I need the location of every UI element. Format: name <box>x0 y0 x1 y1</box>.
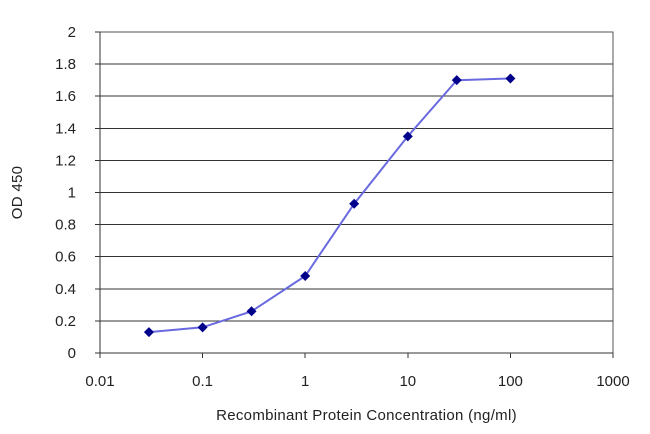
data-point <box>505 73 516 84</box>
x-tick-label: 10 <box>399 373 416 390</box>
data-point <box>197 322 208 333</box>
series-line <box>148 77 511 334</box>
data-series <box>143 73 516 338</box>
y-axis-ticks: 0 0.2 0.4 0.6 0.8 1 1.2 1.4 1.6 1.8 2 <box>55 24 100 362</box>
gridlines <box>100 31 613 322</box>
x-tick-label: 0.01 <box>85 373 114 390</box>
data-point <box>246 306 257 317</box>
y-tick-label: 2 <box>68 24 76 41</box>
data-point <box>451 75 462 86</box>
data-point <box>300 270 311 281</box>
y-tick-label: 0.4 <box>55 281 76 298</box>
data-point <box>402 131 413 142</box>
x-axis-ticks: 0.01 0.1 1 10 100 1000 <box>85 353 630 390</box>
x-tick-label: 1 <box>301 373 309 390</box>
y-tick-label: 1.4 <box>55 120 76 137</box>
y-tick-label: 0.6 <box>55 249 76 266</box>
x-tick-label: 100 <box>498 373 523 390</box>
y-tick-label: 1.6 <box>55 88 76 105</box>
y-axis-title: OD 450 <box>9 166 26 220</box>
y-tick-label: 0 <box>68 345 76 362</box>
data-point <box>349 198 360 209</box>
x-axis-title: Recombinant Protein Concentration (ng/ml… <box>216 407 517 424</box>
y-tick-label: 1.8 <box>55 56 76 73</box>
y-tick-label: 1 <box>68 185 76 202</box>
y-tick-label: 1.2 <box>55 152 76 169</box>
y-tick-label: 0.8 <box>55 217 76 234</box>
data-point <box>143 327 154 338</box>
x-tick-label: 0.1 <box>192 373 213 390</box>
x-tick-label: 1000 <box>596 373 629 390</box>
y-tick-label: 0.2 <box>55 313 76 330</box>
